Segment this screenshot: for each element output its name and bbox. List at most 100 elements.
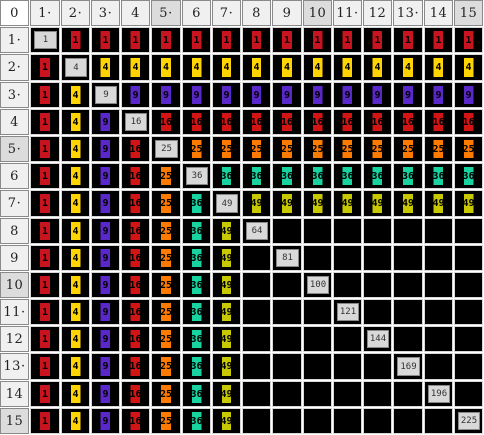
cell-value: 9 — [96, 276, 115, 294]
square-value-label: 1 — [283, 34, 291, 46]
grid-cell — [424, 245, 453, 271]
grid-cell: 9 — [91, 299, 120, 325]
cell-value: 4 — [66, 167, 85, 185]
cell-value: 36 — [459, 167, 478, 185]
cell-value: 16 — [156, 113, 176, 131]
cell-value: 4 — [66, 194, 85, 213]
grid-cell: 25 — [424, 136, 453, 162]
square-value-label: 9 — [102, 252, 109, 264]
square-value-label: 4 — [72, 361, 79, 372]
grid-cell — [363, 218, 392, 244]
square-value-label: 16 — [462, 116, 475, 128]
cell-value: 9 — [247, 86, 266, 104]
grid-cell: 4 — [121, 54, 150, 81]
cell-value: 4 — [66, 113, 85, 131]
grid-cell: 25 — [242, 136, 271, 162]
row-header: 2· — [0, 54, 29, 81]
grid-cell — [424, 326, 453, 352]
square-value-label: 25 — [280, 143, 294, 155]
cell-value: 1 — [277, 31, 297, 49]
grid-cell: 36 — [303, 163, 332, 189]
grid-cell: 169 — [393, 353, 423, 380]
grid-cell: 1 — [182, 27, 211, 53]
grid-cell: 16 — [242, 109, 271, 135]
row-header: 13· — [0, 353, 29, 380]
grid-cell: 4 — [272, 54, 302, 81]
grid-cell: 25 — [212, 136, 241, 162]
cell-value: 36 — [187, 412, 206, 430]
square-value-label: 16 — [311, 116, 324, 128]
grid-cell: 144 — [363, 326, 392, 352]
grid-cell — [454, 299, 483, 325]
grid-cell: 25 — [454, 136, 483, 162]
grid-cell — [303, 218, 332, 244]
square-value-label: 9 — [374, 89, 381, 101]
grid-cell: 49 — [212, 218, 241, 244]
grid-cell: 9 — [424, 82, 453, 108]
cell-value: 225 — [458, 412, 480, 430]
grid-cell: 4 — [242, 54, 271, 81]
grid-cell: 16 — [151, 109, 181, 135]
row-header: 3· — [0, 82, 29, 108]
cell-value: 9 — [187, 86, 206, 104]
cell-value: 49 — [429, 194, 448, 213]
grid-cell: 16 — [333, 109, 362, 135]
grid-cell: 9 — [91, 82, 120, 108]
grid-cell — [393, 299, 423, 325]
cell-value: 1 — [35, 86, 55, 104]
grid-cell: 36 — [182, 299, 211, 325]
square-value-label: 9 — [102, 170, 109, 182]
grid-cell: 4 — [61, 381, 90, 407]
grid-cell: 1 — [272, 27, 302, 53]
grid-cell: 16 — [272, 109, 302, 135]
square-value-label: 25 — [190, 143, 203, 155]
grid-cell — [363, 272, 392, 298]
square-value-label: 49 — [311, 198, 324, 209]
grid-cell: 49 — [363, 190, 392, 217]
square-value-label: 36 — [280, 170, 294, 182]
square-value-label: 36 — [190, 388, 203, 400]
cell-value: 36 — [187, 249, 206, 267]
grid-cell: 16 — [424, 109, 453, 135]
cell-value: 9 — [96, 113, 115, 131]
grid-cell: 16 — [212, 109, 241, 135]
cell-value: 36 — [277, 167, 297, 185]
grid-cell: 25 — [151, 299, 181, 325]
grid-cell: 16 — [121, 381, 150, 407]
square-value-label: 9 — [162, 89, 170, 101]
grid-cell: 25 — [151, 190, 181, 217]
grid-cell: 36 — [182, 163, 211, 189]
cell-value: 4 — [66, 249, 85, 267]
grid-cell: 49 — [212, 190, 241, 217]
cell-value: 64 — [246, 222, 268, 240]
square-value-label: 9 — [102, 306, 109, 318]
grid-cell: 36 — [212, 163, 241, 189]
cell-value: 25 — [156, 357, 176, 376]
row-header: 11· — [0, 299, 29, 325]
grid-cell: 36 — [333, 163, 362, 189]
square-value-label: 1 — [253, 34, 260, 46]
cell-value: 36 — [338, 167, 357, 185]
row-header: 6 — [0, 163, 29, 189]
square-value-label: 4 — [253, 62, 260, 73]
row-header: 9 — [0, 245, 29, 271]
column-header: 7· — [212, 0, 241, 26]
cell-value: 36 — [187, 385, 206, 403]
cell-value: 9 — [429, 86, 448, 104]
square-value-label: 25 — [159, 279, 173, 291]
cell-value: 36 — [247, 167, 266, 185]
cell-value: 4 — [277, 58, 297, 77]
grid-cell — [393, 408, 423, 434]
row-header: 10 — [0, 272, 29, 298]
grid-cell — [393, 218, 423, 244]
cell-value: 4 — [459, 58, 478, 77]
grid-cell: 9 — [151, 82, 181, 108]
cell-value: 25 — [398, 140, 418, 158]
grid-cell: 9 — [454, 82, 483, 108]
cell-value: 16 — [126, 167, 145, 185]
grid-cell: 16 — [121, 299, 150, 325]
grid-cell: 25 — [151, 163, 181, 189]
cell-value: 9 — [96, 303, 115, 321]
grid-cell: 36 — [182, 245, 211, 271]
cell-value: 25 — [156, 194, 176, 213]
